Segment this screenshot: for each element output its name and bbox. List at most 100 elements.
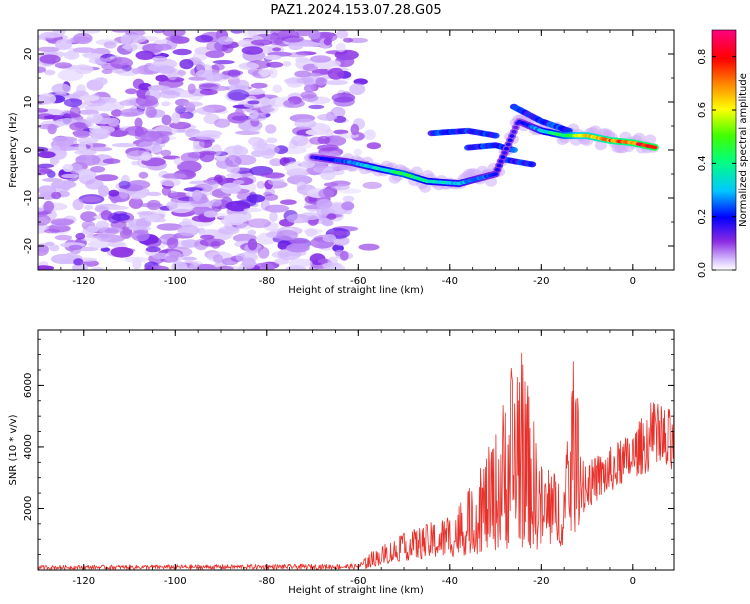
- spectrogram-noise-blob: [238, 62, 260, 70]
- spectrogram-noise-blob: [302, 63, 319, 72]
- spectrogram-noise-blob: [234, 108, 244, 117]
- spectrogram-noise-blob: [85, 179, 104, 190]
- spectrogram-noise-blob: [217, 36, 234, 45]
- spectrogram-noise-blob: [308, 30, 321, 40]
- spectrogram-noise-blob: [286, 243, 310, 253]
- spectrogram-noise-blob: [155, 74, 168, 82]
- spectrogram-noise-blob: [247, 100, 260, 105]
- spectrogram-noise-blob: [171, 112, 181, 124]
- spectrogram-noise-blob: [247, 229, 257, 236]
- spectrogram-noise-blob: [139, 154, 152, 161]
- spectrogram-noise-blob: [39, 54, 61, 64]
- colorbar-tick-label: 0.4: [697, 155, 708, 171]
- spectrogram-noise-blob: [294, 118, 317, 129]
- spectrogram-noise-blob: [63, 98, 83, 107]
- spectrogram-noise-blob: [226, 173, 243, 178]
- x-tick-label: -20: [533, 276, 549, 287]
- colorbar-ticks: 0.0 0.2 0.4 0.6 0.8: [697, 49, 736, 278]
- spectrogram-noise-blob: [187, 83, 196, 94]
- spectrogram-noise-blob: [181, 256, 197, 261]
- spectrogram-noise-blob: [153, 30, 165, 34]
- spectrogram-noise-blob: [81, 196, 102, 203]
- spectrogram-noise-blob: [199, 88, 218, 96]
- spectrogram-noise-blob: [305, 129, 324, 136]
- spectrogram-noise-blob: [366, 142, 381, 150]
- spectrogram-noise-blob: [38, 108, 49, 113]
- spectrogram-signal-core: [494, 168, 500, 172]
- spectrogram-noise-blob: [262, 107, 271, 114]
- spectrogram-noise-blob: [256, 181, 266, 189]
- spectrogram-noise-blob: [61, 173, 79, 179]
- spectrogram-noise-blob: [350, 123, 360, 136]
- spectrogram-noise-blob: [162, 30, 186, 38]
- spectrogram-noise-blob: [282, 61, 292, 67]
- spectrogram-noise-blob: [145, 106, 157, 118]
- spectrogram-noise-blob: [101, 68, 113, 74]
- spectrogram-noise-blob: [55, 39, 73, 50]
- spectrogram-noise-blob: [274, 258, 290, 265]
- spectrogram-noise-blob: [232, 144, 243, 155]
- spectrogram-noise-blob: [109, 57, 133, 69]
- spectrogram-noise-blob: [196, 106, 215, 115]
- spectrogram-noise-blob: [91, 266, 104, 270]
- spectrogram-noise-blob: [283, 99, 305, 108]
- spectrogram-noise-blob: [134, 117, 143, 129]
- spectrogram-signal-core: [493, 172, 499, 176]
- spectrogram-noise-blob: [234, 79, 250, 90]
- spectrogram-noise-blob: [211, 63, 225, 71]
- x-tick-label: -100: [164, 276, 187, 287]
- spectrogram-noise-blob: [38, 207, 45, 212]
- spectrogram-noise-blob: [288, 43, 303, 51]
- spectrogram-noise-blob: [266, 61, 284, 68]
- spectrogram-noise-blob: [272, 84, 283, 94]
- spectrogram-noise-blob: [170, 36, 190, 44]
- y-tick-label: 2000: [23, 496, 34, 521]
- spectrogram-noise-blob: [264, 204, 290, 213]
- spectrogram-signal-core: [496, 163, 502, 168]
- spectrogram-noise-blob: [159, 90, 181, 99]
- chart-title: PAZ1.2024.153.07.28.G05: [270, 3, 441, 18]
- spectrogram-noise-blob: [256, 30, 272, 34]
- spectrogram-noise-blob: [286, 175, 313, 185]
- snr-y-axis-label: SNR (10 * v/v): [8, 414, 19, 485]
- y-tick-label: 10: [23, 96, 34, 109]
- spectrogram-noise-blob: [339, 188, 362, 194]
- spectrogram-noise-blob: [326, 60, 341, 67]
- spectrogram-noise-blob: [128, 197, 143, 209]
- snr-y-ticks: 2000 4000 6000: [23, 338, 674, 556]
- spectrogram-noise-blob: [181, 218, 191, 225]
- spectrogram-noise-blob: [172, 48, 192, 56]
- spectrogram-noise-blob: [353, 148, 362, 156]
- spectrogram-noise-blob: [199, 150, 217, 155]
- spectrogram-noise-blob: [216, 265, 234, 270]
- y-tick-label: -10: [23, 190, 34, 206]
- snr-frame: [37, 329, 675, 571]
- spectrogram-noise-blob: [155, 65, 176, 74]
- spectrogram-noise-blob: [43, 115, 66, 120]
- spectrogram-noise-blob: [161, 186, 172, 196]
- spectrogram-noise-blob: [179, 59, 194, 70]
- spectrogram-noise-blob: [108, 189, 120, 197]
- spectrogram-noise-blob: [343, 37, 354, 43]
- colorbar-tick-label: 0.2: [697, 209, 708, 225]
- spectrogram-noise-blob: [73, 130, 91, 138]
- spectrogram-noise-blob: [188, 76, 208, 81]
- spectrogram-noise-blob: [112, 68, 127, 74]
- x-tick-label: -60: [350, 576, 366, 587]
- spectrogram-noise-blob: [242, 30, 260, 38]
- spectrogram-noise-blob: [111, 109, 123, 117]
- spectrogram-noise-blob: [129, 193, 146, 200]
- spectrogram-noise-blob: [323, 182, 339, 187]
- colorbar-tick-label: 0.0: [697, 262, 708, 278]
- spectrogram-x-ticks: -120 -100 -80 -60 -40 -20 0: [37, 30, 657, 287]
- spectrogram-noise-blob: [235, 253, 246, 262]
- spectrogram-noise-blob: [205, 179, 219, 190]
- spectrogram-noise-blob: [54, 62, 72, 69]
- spectrogram-signal-core: [498, 159, 504, 164]
- spectrogram-noise-blob: [353, 78, 368, 85]
- spectrogram-noise-blob: [195, 35, 214, 43]
- spectrogram-noise-blob: [166, 201, 179, 210]
- spectrogram-noise-blob: [296, 30, 312, 37]
